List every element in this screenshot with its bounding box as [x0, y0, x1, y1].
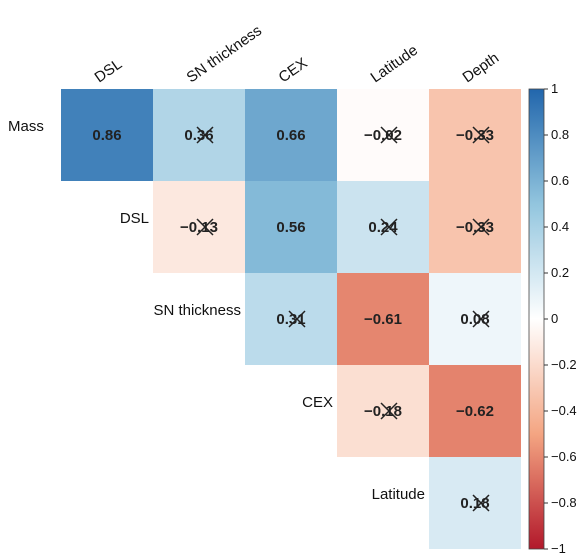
heatmap-cell: 0.24	[337, 181, 429, 273]
cell-rect	[61, 89, 153, 181]
cell-rect	[153, 181, 245, 273]
heatmap-cell: 0.31	[245, 273, 337, 365]
insignificant-cross-icon	[380, 126, 398, 144]
cell-rect	[337, 273, 429, 365]
cell-value-label: 0.36	[184, 127, 213, 144]
cell-value-label: 0.86	[92, 127, 121, 144]
cell-rect	[337, 181, 429, 273]
colorbar-tick-label: 0.8	[551, 127, 569, 142]
insignificant-cross-icon	[472, 310, 490, 328]
heatmap-cell: 0.56	[245, 181, 337, 273]
cell-rect	[429, 457, 521, 549]
cell-rect	[245, 273, 337, 365]
row-label: Mass	[8, 118, 44, 135]
column-label: CEX	[276, 55, 311, 87]
colorbar-tick-label: −1	[551, 541, 566, 556]
insignificant-cross-icon	[472, 126, 490, 144]
cell-value-label: 0.08	[460, 311, 489, 328]
cell-value-label: −0.61	[364, 311, 402, 328]
column-labels: DSL SN thickness CEX Latitude Depth	[92, 22, 503, 86]
heatmap-cell: −0.13	[153, 181, 245, 273]
row-label: SN thickness	[153, 302, 241, 319]
colorbar-tick-label: 0.2	[551, 265, 569, 280]
heatmap-cell: 0.36	[153, 89, 245, 181]
colorbar: 1 0.8 0.6 0.4 0.2 0 −0.2 −0.4 −0.6 −0.8 −1	[528, 81, 577, 556]
heatmap-cell: 0.08	[429, 273, 521, 365]
cell-rect	[153, 89, 245, 181]
cell-rect	[337, 365, 429, 457]
colorbar-tick-label: 0.6	[551, 173, 569, 188]
row-label: Latitude	[372, 486, 425, 503]
column-label: DSL	[92, 56, 126, 87]
cell-rect	[429, 89, 521, 181]
colorbar-tick-label: 0	[551, 311, 558, 326]
insignificant-cross-icon	[288, 310, 306, 328]
heatmap-cell: −0.33	[429, 181, 521, 273]
heatmap-cell: 0.66	[245, 89, 337, 181]
cell-value-label: 0.56	[276, 219, 305, 236]
heatmap-cell: 0.86	[61, 89, 153, 181]
row-labels: Mass DSL SN thickness CEX Latitude	[8, 118, 425, 503]
colorbar-gradient	[528, 88, 545, 550]
cell-rect	[429, 181, 521, 273]
insignificant-cross-icon	[196, 218, 214, 236]
insignificant-cross-icon	[196, 126, 214, 144]
insignificant-cross-icon	[380, 218, 398, 236]
colorbar-tick-label: 0.4	[551, 219, 569, 234]
colorbar-tick-label: −0.4	[551, 403, 577, 418]
heatmap-cell: −0.62	[429, 365, 521, 457]
colorbar-tick-label: −0.2	[551, 357, 577, 372]
row-label: DSL	[120, 210, 149, 227]
heatmap-cell: −0.33	[429, 89, 521, 181]
colorbar-tick-label: −0.6	[551, 449, 577, 464]
heatmap-cell: −0.61	[337, 273, 429, 365]
heatmap-cell: −0.18	[337, 365, 429, 457]
cell-rect	[429, 273, 521, 365]
cell-rect	[337, 89, 429, 181]
insignificant-cross-icon	[380, 402, 398, 420]
cell-value-label: −0.62	[456, 403, 494, 420]
heatmap-cell: 0.18	[429, 457, 521, 549]
column-label: Depth	[460, 49, 503, 86]
insignificant-cross-icon	[472, 494, 490, 512]
insignificant-cross-icon	[472, 218, 490, 236]
cell-rect	[245, 181, 337, 273]
heatmap-cells: 0.86 0.36 0.66 −0.02 −0.33 −0.13 0.56 0.24 −0.33…	[61, 89, 521, 549]
cell-rect	[429, 365, 521, 457]
cell-value-label: 0.24	[368, 219, 398, 236]
colorbar-tick-label: −0.8	[551, 495, 577, 510]
column-label: Latitude	[368, 42, 421, 87]
cell-value-label: 0.18	[460, 495, 489, 512]
colorbar-tick-label: 1	[551, 81, 558, 96]
heatmap-cell: −0.02	[337, 89, 429, 181]
cell-value-label: 0.31	[276, 311, 305, 328]
cell-rect	[245, 89, 337, 181]
cell-value-label: 0.66	[276, 127, 305, 144]
row-label: CEX	[302, 394, 333, 411]
column-label: SN thickness	[184, 22, 265, 86]
